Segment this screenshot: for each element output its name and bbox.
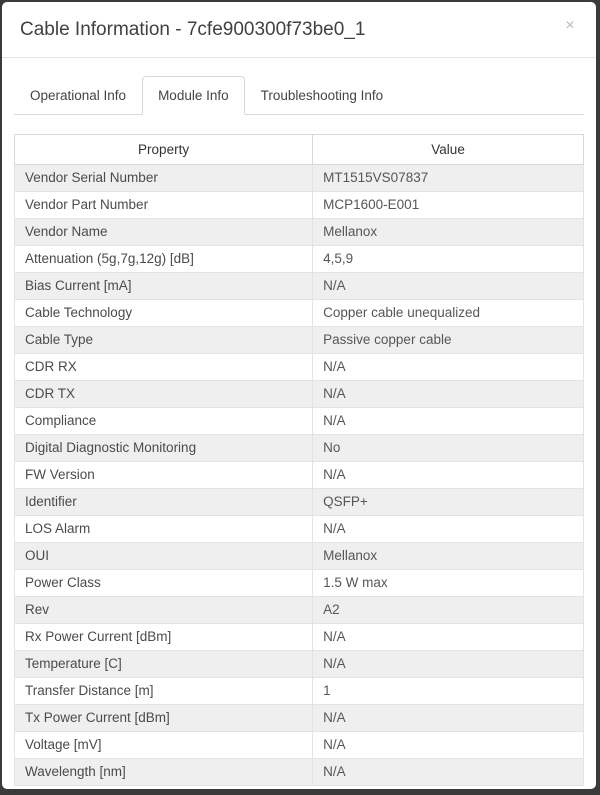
property-cell: OUI	[13, 542, 314, 570]
tab-label: Module Info	[158, 88, 229, 103]
property-cell: Digital Diagnostic Monitoring	[13, 434, 314, 462]
property-cell: Attenuation (5g,7g,12g) [dB]	[13, 245, 314, 273]
property-cell: Identifier	[13, 488, 314, 516]
table-row: Cable Type Passive copper cable	[13, 326, 584, 354]
value-cell: 1	[312, 677, 584, 705]
table-row: Voltage [mV] N/A	[13, 731, 584, 759]
property-cell: LOS Alarm	[13, 515, 314, 543]
value-cell: MT1515VS07837	[312, 164, 584, 192]
property-cell: Power Class	[13, 569, 314, 597]
table-row: Transfer Distance [m] 1	[13, 677, 584, 705]
value-cell: Mellanox	[312, 218, 584, 246]
value-column-header: Value	[312, 134, 584, 165]
tab-module-info[interactable]: Module Info	[142, 76, 245, 115]
dialog-header: Cable Information - 7cfe900300f73be0_1 ×	[2, 2, 596, 58]
dialog-body: Operational Info Module Info Troubleshooti…	[2, 58, 596, 789]
value-cell: Copper cable unequalized	[312, 299, 584, 327]
property-cell: Compliance	[13, 407, 314, 435]
value-cell: 4,5,9	[312, 245, 584, 273]
table-row: Vendor Name Mellanox	[13, 218, 584, 246]
property-cell: Bias Current [mA]	[13, 272, 314, 300]
property-cell: Wavelength [nm]	[13, 758, 314, 786]
value-cell: N/A	[312, 461, 584, 489]
property-cell: Cable Type	[13, 326, 314, 354]
value-cell: Mellanox	[312, 542, 584, 570]
table-row: Power Class 1.5 W max	[13, 569, 584, 597]
tab-label: Operational Info	[30, 88, 127, 103]
table-row: CDR TX N/A	[13, 380, 584, 408]
value-cell: N/A	[312, 407, 584, 435]
property-cell: Cable Technology	[13, 299, 314, 327]
table-row: Compliance N/A	[13, 407, 584, 435]
table-header-row: Property Value	[13, 134, 584, 165]
table-row: Cable Technology Copper cable unequalize…	[13, 299, 584, 327]
property-cell: Transfer Distance [m]	[13, 677, 314, 705]
table-row: Wavelength [nm] N/A	[13, 758, 584, 786]
property-cell: CDR TX	[13, 380, 314, 408]
property-cell: FW Version	[13, 461, 314, 489]
table-row: Identifier QSFP+	[13, 488, 584, 516]
tab-operational-info[interactable]: Operational Info	[14, 76, 142, 115]
table-row: LOS Alarm N/A	[13, 515, 584, 543]
table-row: Vendor Serial Number MT1515VS07837	[13, 164, 584, 192]
value-cell: MCP1600-E001	[312, 191, 584, 219]
table-row: OUI Mellanox	[13, 542, 584, 570]
cable-info-table: Property Value Vendor Serial Number MT15…	[13, 134, 584, 786]
table-row: Rx Power Current [dBm] N/A	[13, 623, 584, 651]
table-row: Rev A2	[13, 596, 584, 624]
value-cell: N/A	[312, 731, 584, 759]
table-row: Digital Diagnostic Monitoring No	[13, 434, 584, 462]
tab-bar: Operational Info Module Info Troubleshooti…	[14, 76, 584, 115]
value-cell: 1.5 W max	[312, 569, 584, 597]
table-row: FW Version N/A	[13, 461, 584, 489]
value-cell: N/A	[312, 380, 584, 408]
value-cell: Passive copper cable	[312, 326, 584, 354]
value-cell: N/A	[312, 758, 584, 786]
value-cell: No	[312, 434, 584, 462]
tab-troubleshooting-info[interactable]: Troubleshooting Info	[245, 76, 400, 115]
property-cell: Tx Power Current [dBm]	[13, 704, 314, 732]
value-cell: N/A	[312, 515, 584, 543]
table-row: Attenuation (5g,7g,12g) [dB] 4,5,9	[13, 245, 584, 273]
property-cell: Vendor Name	[13, 218, 314, 246]
property-cell: Rx Power Current [dBm]	[13, 623, 314, 651]
value-cell: N/A	[312, 623, 584, 651]
property-column-header: Property	[13, 134, 314, 165]
property-cell: Temperature [C]	[13, 650, 314, 678]
dialog-title: Cable Information - 7cfe900300f73be0_1	[20, 19, 366, 40]
table-body: Vendor Serial Number MT1515VS07837 Vendo…	[13, 164, 584, 786]
value-cell: N/A	[312, 353, 584, 381]
value-cell: N/A	[312, 650, 584, 678]
table-row: CDR RX N/A	[13, 353, 584, 381]
property-cell: Rev	[13, 596, 314, 624]
property-cell: Vendor Serial Number	[13, 164, 314, 192]
table-row: Bias Current [mA] N/A	[13, 272, 584, 300]
table-row: Temperature [C] N/A	[13, 650, 584, 678]
table-row: Tx Power Current [dBm] N/A	[13, 704, 584, 732]
value-cell: QSFP+	[312, 488, 584, 516]
tab-label: Troubleshooting Info	[260, 88, 384, 103]
property-cell: Vendor Part Number	[13, 191, 314, 219]
value-cell: N/A	[312, 704, 584, 732]
value-cell: N/A	[312, 272, 584, 300]
close-icon[interactable]: ×	[559, 15, 581, 37]
value-cell: A2	[312, 596, 584, 624]
property-cell: Voltage [mV]	[13, 731, 314, 759]
property-cell: CDR RX	[13, 353, 314, 381]
table-row: Vendor Part Number MCP1600-E001	[13, 191, 584, 219]
